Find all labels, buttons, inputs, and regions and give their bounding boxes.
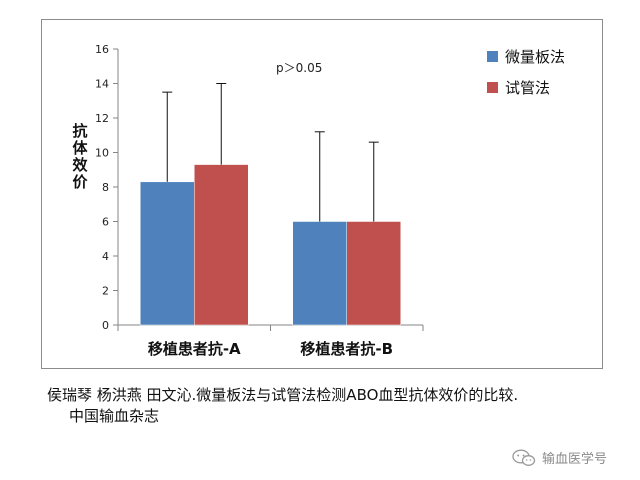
y-tick-label: 8 bbox=[102, 181, 109, 194]
chart-frame: 0 2 4 6 8 10 12 14 16 抗体效价移植患者抗-A 移植患者抗-B p＞0.05 微量板… bbox=[41, 19, 603, 369]
y-tick-label: 12 bbox=[95, 112, 109, 125]
citation-line-2: 中国输血杂志 bbox=[69, 407, 160, 425]
y-tick-label: 4 bbox=[102, 250, 109, 263]
y-tick-label: 6 bbox=[102, 216, 109, 229]
citation-line-1: 侯瑞琴 杨洪燕 田文沁.微量板法与试管法检测ABO血型抗体效价的比较. bbox=[47, 386, 519, 404]
legend-swatch bbox=[487, 51, 498, 62]
y-tick-label: 2 bbox=[102, 285, 109, 298]
y-axis-label-char: 体 bbox=[72, 139, 88, 157]
y-tick-label: 10 bbox=[95, 147, 109, 160]
wechat-icon bbox=[512, 449, 536, 466]
watermark: 输血医学号 bbox=[512, 448, 607, 467]
x-category-label: 移植患者抗-A bbox=[148, 340, 241, 358]
bar-tube-1 bbox=[194, 164, 249, 326]
x-category-label: 移植患者抗-B bbox=[300, 340, 393, 358]
bar-microplate-2 bbox=[292, 221, 347, 326]
y-tick-label: 14 bbox=[95, 78, 109, 91]
y-axis-label-char: 抗 bbox=[72, 122, 87, 140]
legend-label: 试管法 bbox=[505, 79, 550, 97]
y-tick-label: 16 bbox=[95, 43, 109, 56]
y-axis-label-char: 价 bbox=[72, 173, 88, 191]
y-tick-label: 0 bbox=[102, 319, 109, 332]
legend-label: 微量板法 bbox=[505, 48, 565, 66]
bar-microplate-1 bbox=[140, 181, 195, 326]
watermark-text: 输血医学号 bbox=[542, 452, 608, 467]
bar-tube-2 bbox=[346, 221, 401, 326]
legend-swatch bbox=[487, 82, 498, 93]
p-value-annotation: p＞0.05 bbox=[276, 61, 322, 75]
y-axis-label-char: 效 bbox=[72, 156, 88, 174]
